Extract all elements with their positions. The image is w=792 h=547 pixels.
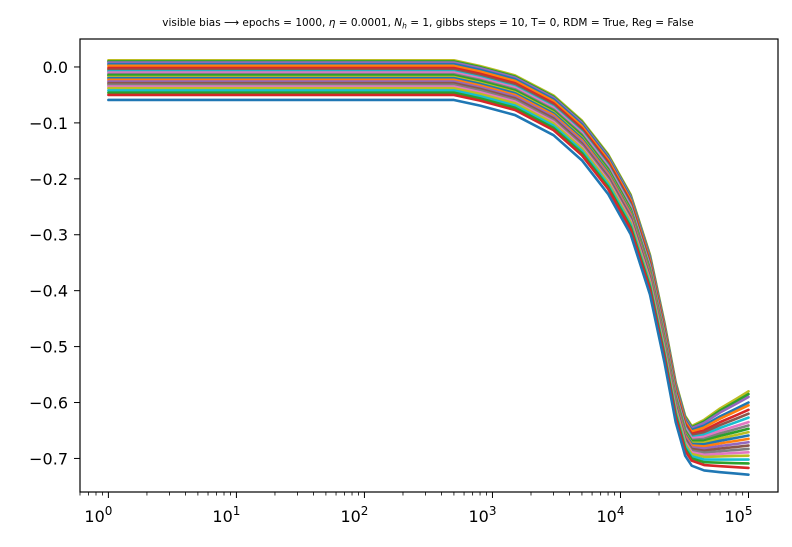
series-line — [107, 74, 750, 443]
y-tick-label: −0.3 — [29, 226, 68, 245]
y-tick-label: −0.5 — [29, 338, 68, 357]
series-line — [107, 71, 750, 440]
title-rest: = 1, gibbs steps = 10, T= 0, RDM = True,… — [407, 17, 694, 29]
series-line — [107, 66, 750, 436]
x-tick-label: 102 — [340, 504, 368, 526]
x-tick-label: 103 — [468, 504, 496, 526]
title-prefix: visible bias ⟶ epochs = 1000, — [162, 17, 328, 29]
title-n-sub: h — [402, 22, 407, 31]
x-axis: 100 101 102 103 104 105 — [79, 492, 752, 526]
series-line — [107, 75, 750, 445]
title-n: N — [394, 17, 402, 29]
series-line — [107, 72, 750, 442]
series-line — [107, 98, 750, 476]
series-line — [107, 70, 750, 439]
y-tick-label: −0.6 — [29, 394, 68, 413]
series-line — [107, 64, 750, 433]
series-line — [107, 68, 750, 437]
y-tick-label: 0.0 — [43, 58, 68, 77]
x-tick-label: 105 — [724, 504, 752, 526]
x-tick-label: 101 — [212, 504, 240, 526]
plot-frame — [79, 38, 779, 493]
series-line — [107, 61, 750, 430]
y-tick-label: −0.2 — [29, 170, 68, 189]
series-line — [107, 58, 750, 428]
y-tick-label: −0.1 — [29, 114, 68, 133]
x-tick-label: 104 — [596, 504, 624, 526]
y-axis: 0.0 −0.1 −0.2 −0.3 −0.4 −0.5 −0.6 −0.7 — [29, 58, 80, 468]
y-tick-label: −0.7 — [29, 449, 68, 468]
series-line — [107, 60, 750, 429]
series-line — [107, 62, 750, 432]
y-tick-label: −0.4 — [29, 282, 68, 301]
title-eta: η — [329, 17, 336, 29]
title-mid: = 0.0001, — [335, 17, 394, 29]
series-layer — [107, 58, 750, 476]
x-tick-label: 100 — [84, 504, 112, 526]
chart-title: visible bias ⟶ epochs = 1000, η = 0.0001… — [162, 17, 693, 31]
series-line — [107, 93, 750, 470]
